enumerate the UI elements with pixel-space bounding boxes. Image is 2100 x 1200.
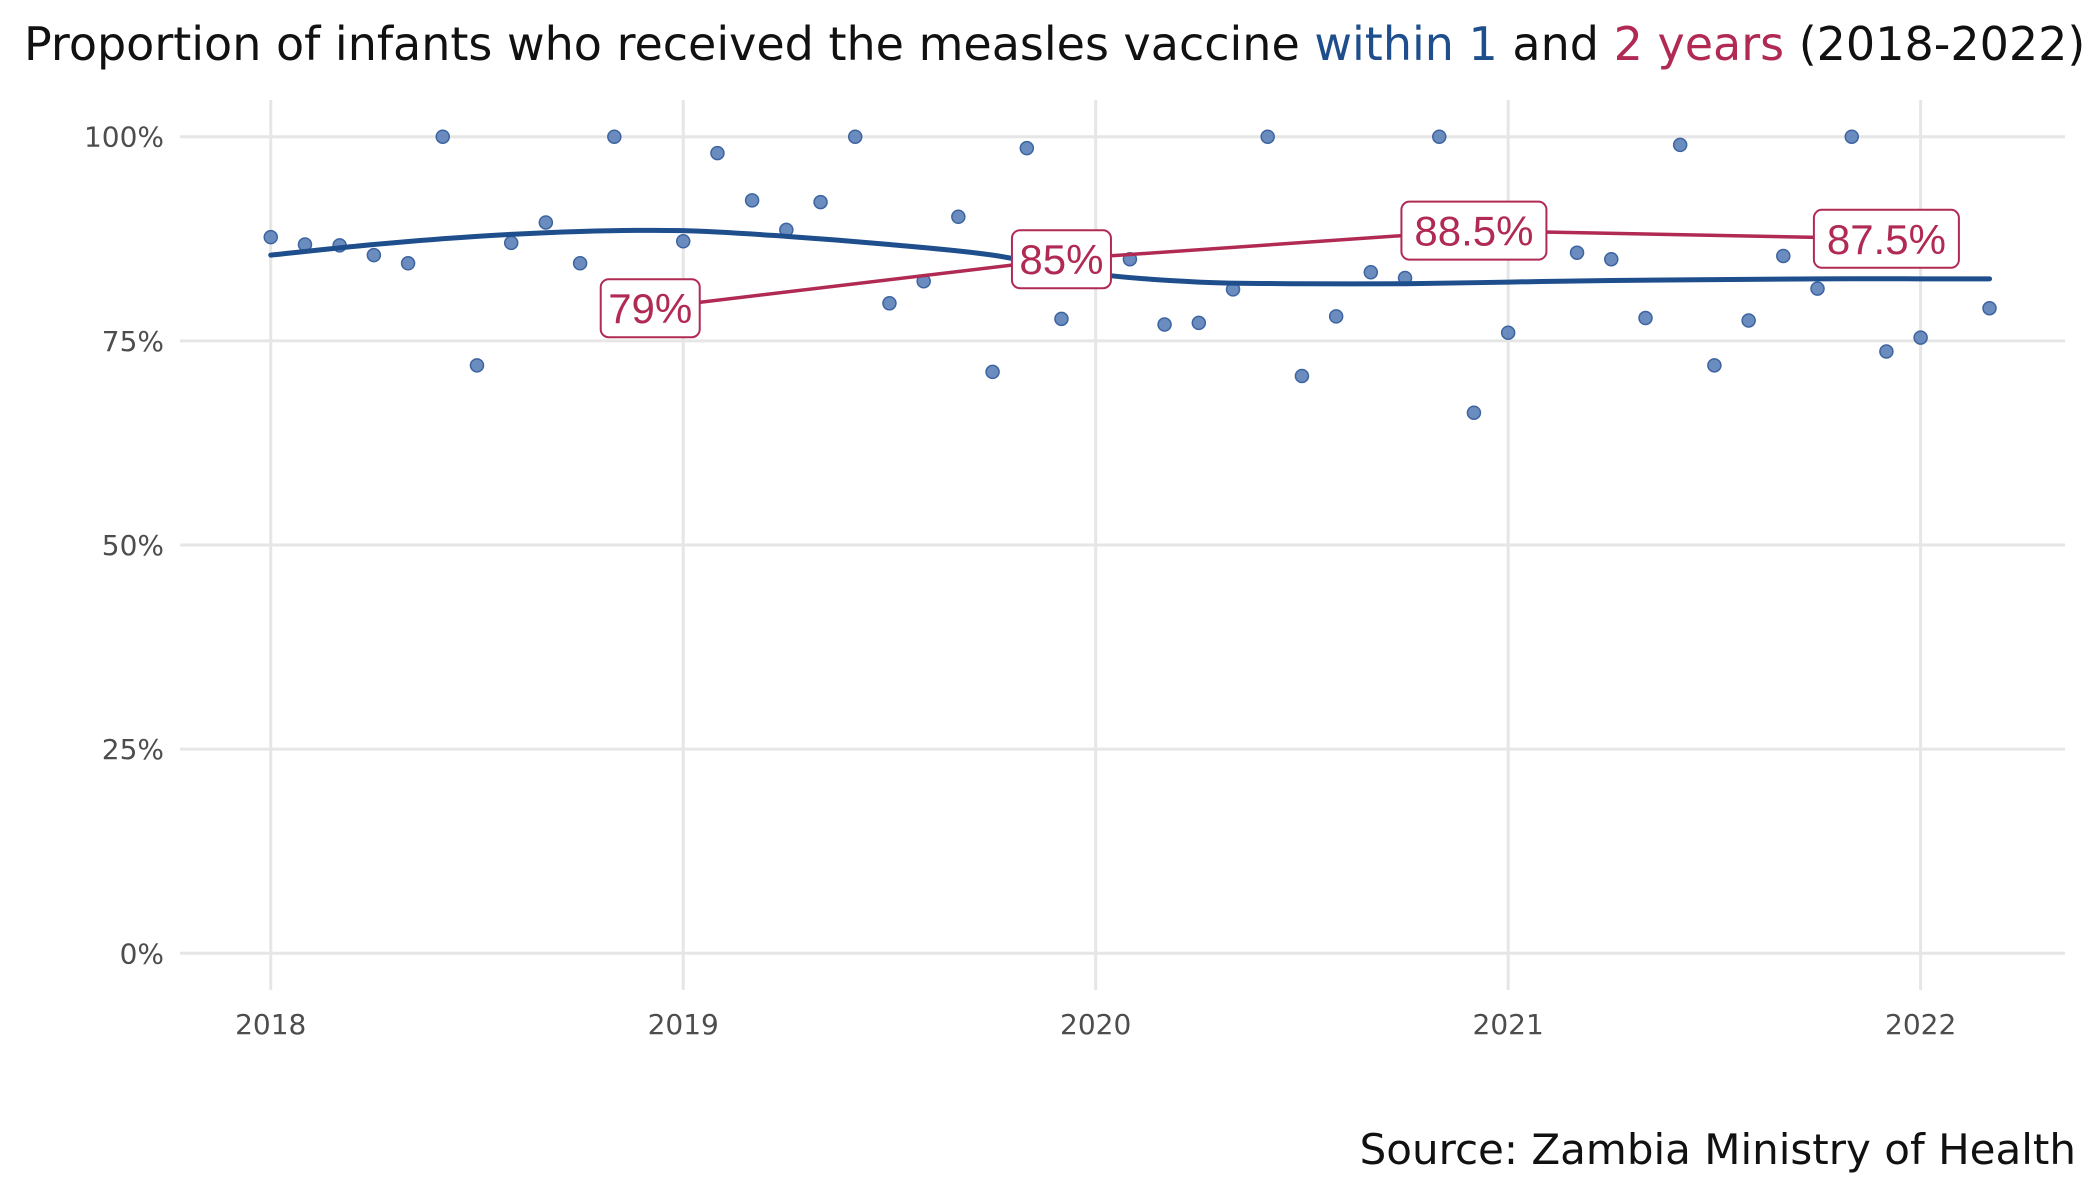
data-point-33 [1466,405,1482,420]
value-label-1: 85% [1010,229,1112,290]
data-point-21 [1019,140,1035,156]
x-tick-label-2: 2020 [1060,1008,1131,1041]
title-part-1: within 1 [1314,17,1497,71]
data-point-29 [1328,309,1344,324]
data-point-36 [1604,251,1619,267]
value-label-box-3 [1812,208,1960,269]
y-tick-label-1: 25% [102,733,164,766]
data-point-0 [263,229,278,245]
data-point-16 [847,129,863,144]
x-tick-label-4: 2022 [1885,1008,1956,1041]
data-point-3 [366,247,382,263]
data-point-27 [1260,129,1275,144]
data-point-38 [1672,137,1688,153]
y-tick-label-0: 0% [120,937,164,970]
series-line-within2 [648,228,1889,310]
title-part-4: (2018-2022) [1784,17,2085,71]
data-point-44 [1879,344,1894,359]
value-label-text-3: 87.5% [1827,216,1946,263]
value-label-box-1 [1010,229,1112,290]
data-points [263,129,1997,420]
data-point-4 [400,256,416,271]
value-labels: 79% 85% 88.5% 87.5% [599,200,1960,339]
x-tick-label-0: 2018 [235,1008,306,1041]
data-point-15 [813,194,828,210]
data-point-45 [1913,330,1928,345]
data-point-13 [744,193,760,208]
data-point-43 [1844,129,1860,144]
data-point-34 [1500,325,1516,340]
title-part-2: and [1498,17,1614,71]
x-tick-label-3: 2021 [1473,1008,1544,1041]
data-point-11 [675,234,691,249]
data-point-7 [503,235,519,251]
data-point-22 [1054,311,1069,327]
data-point-35 [1569,245,1585,260]
title-part-3: 2 years [1614,17,1784,71]
data-point-46 [1982,300,1997,316]
data-point-30 [1363,265,1379,280]
data-point-12 [710,145,725,161]
data-point-17 [882,296,897,311]
series-lines [268,227,1993,310]
series-line-within1 [268,227,1993,287]
data-point-9 [572,256,588,271]
y-tick-label-3: 75% [102,325,164,358]
value-label-3: 87.5% [1812,208,1960,269]
value-label-text-0: 79% [608,285,692,332]
value-label-0: 79% [599,278,701,339]
chart-title: Proportion of infants who received the m… [24,17,2085,71]
data-point-10 [607,129,622,144]
x-axis: 2018 2019 2020 2021 2022 [235,1008,1956,1041]
data-point-39 [1707,358,1722,373]
data-point-25 [1191,315,1207,331]
x-tick-label-1: 2019 [648,1008,719,1041]
data-point-6 [469,358,485,373]
title-part-0: Proportion of infants who received the m… [24,17,1314,71]
data-point-41 [1776,248,1791,264]
source-label: Source: Zambia Ministry of Health [1360,1125,2076,1174]
value-label-box-0 [599,278,701,339]
data-point-37 [1638,310,1653,326]
data-point-40 [1741,313,1756,328]
value-label-box-2 [1400,200,1548,261]
grid [180,100,2065,990]
value-label-text-2: 88.5% [1414,208,1533,255]
y-axis: 0% 25% 50% 75% 100% [84,121,164,971]
value-label-text-1: 85% [1019,236,1103,283]
data-point-8 [538,215,554,230]
data-point-5 [435,129,450,144]
value-label-2: 88.5% [1400,200,1548,261]
data-point-19 [951,209,966,225]
y-tick-label-4: 100% [84,121,164,154]
data-point-42 [1810,281,1825,296]
y-tick-label-2: 50% [102,529,164,562]
data-point-28 [1294,368,1310,384]
data-point-32 [1432,129,1447,144]
data-point-24 [1157,317,1172,332]
data-point-20 [985,364,1000,380]
